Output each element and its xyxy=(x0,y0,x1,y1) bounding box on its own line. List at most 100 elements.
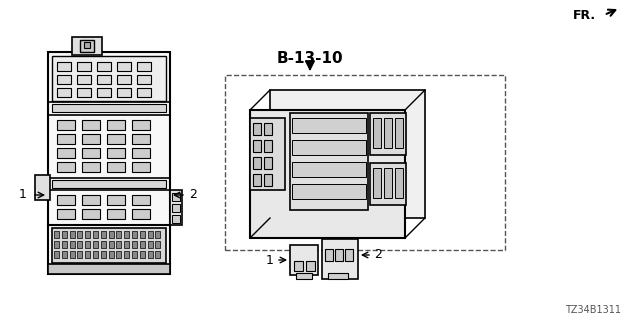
Bar xyxy=(57,162,75,172)
Bar xyxy=(132,209,150,219)
Bar xyxy=(93,251,98,258)
Bar xyxy=(82,209,100,219)
Bar xyxy=(72,37,102,55)
Bar xyxy=(335,249,343,261)
Bar xyxy=(132,251,137,258)
Bar xyxy=(57,75,71,84)
Bar xyxy=(70,251,75,258)
Bar xyxy=(93,231,98,238)
Bar xyxy=(395,118,403,148)
Bar xyxy=(62,231,67,238)
Bar xyxy=(137,62,151,71)
Bar xyxy=(101,251,106,258)
Bar xyxy=(395,168,403,198)
Bar xyxy=(132,134,150,144)
Bar xyxy=(70,241,75,248)
Bar xyxy=(117,88,131,97)
Bar xyxy=(148,231,152,238)
Bar xyxy=(253,174,261,186)
Bar xyxy=(101,231,106,238)
Bar xyxy=(132,195,150,205)
Bar xyxy=(85,231,90,238)
Bar xyxy=(82,162,100,172)
Bar xyxy=(264,123,272,135)
Bar xyxy=(292,118,366,133)
Bar xyxy=(57,148,75,158)
Bar xyxy=(116,251,122,258)
Text: B-13-10: B-13-10 xyxy=(276,51,343,66)
Bar xyxy=(107,195,125,205)
Bar xyxy=(84,42,90,48)
Bar xyxy=(107,120,125,130)
Bar xyxy=(140,231,145,238)
Bar xyxy=(328,273,348,279)
Bar xyxy=(148,241,152,248)
Bar xyxy=(132,231,137,238)
Bar xyxy=(345,249,353,261)
Bar xyxy=(137,75,151,84)
Bar xyxy=(57,88,71,97)
Bar xyxy=(107,162,125,172)
Text: 1: 1 xyxy=(266,253,274,267)
Bar xyxy=(101,241,106,248)
Bar xyxy=(225,75,505,250)
Bar xyxy=(124,231,129,238)
Bar xyxy=(270,90,425,218)
Bar xyxy=(132,241,137,248)
Bar xyxy=(109,231,114,238)
Bar xyxy=(370,163,406,205)
Bar xyxy=(70,231,75,238)
Bar xyxy=(124,251,129,258)
Bar xyxy=(140,251,145,258)
Bar xyxy=(54,251,59,258)
Bar xyxy=(117,75,131,84)
Bar xyxy=(140,241,145,248)
Bar xyxy=(107,148,125,158)
Bar xyxy=(292,162,366,177)
Text: 1: 1 xyxy=(19,188,27,202)
Bar xyxy=(172,215,180,223)
Bar xyxy=(124,241,129,248)
Bar xyxy=(253,140,261,152)
Bar xyxy=(77,62,91,71)
Bar xyxy=(48,52,170,274)
Bar xyxy=(290,245,318,275)
Bar xyxy=(97,75,111,84)
Bar xyxy=(35,175,50,200)
Bar xyxy=(85,251,90,258)
Bar xyxy=(82,195,100,205)
Bar xyxy=(82,134,100,144)
Bar xyxy=(250,118,285,190)
Bar xyxy=(62,241,67,248)
Bar xyxy=(54,241,59,248)
Bar xyxy=(370,113,406,155)
Bar xyxy=(52,104,166,112)
Bar xyxy=(116,241,122,248)
Bar xyxy=(290,113,368,210)
Bar xyxy=(264,140,272,152)
Bar xyxy=(117,62,131,71)
Bar xyxy=(116,231,122,238)
Bar xyxy=(250,110,405,238)
Bar xyxy=(325,249,333,261)
Bar xyxy=(137,88,151,97)
Bar xyxy=(172,204,180,212)
Bar xyxy=(85,241,90,248)
Bar xyxy=(82,148,100,158)
Bar xyxy=(52,180,166,188)
Bar xyxy=(373,168,381,198)
Bar xyxy=(107,134,125,144)
Bar xyxy=(292,184,366,199)
Bar xyxy=(253,123,261,135)
Bar xyxy=(97,88,111,97)
Bar xyxy=(156,231,161,238)
Bar xyxy=(93,241,98,248)
Bar xyxy=(170,190,182,225)
Bar xyxy=(57,209,75,219)
Bar xyxy=(156,251,161,258)
Bar xyxy=(292,140,366,155)
Bar xyxy=(294,261,303,271)
Bar xyxy=(296,273,312,279)
Bar xyxy=(306,261,315,271)
Bar xyxy=(52,56,166,101)
